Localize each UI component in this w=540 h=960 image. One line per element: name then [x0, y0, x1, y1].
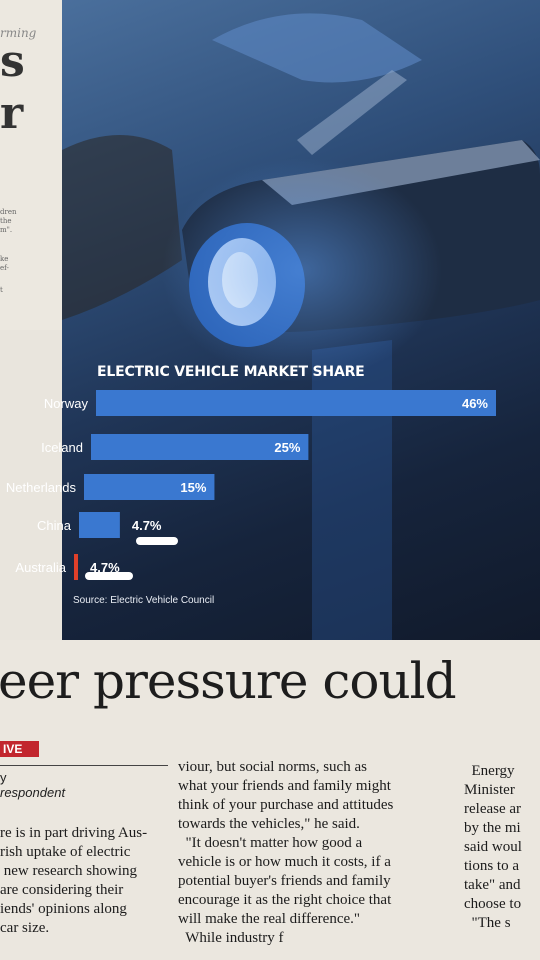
byline-line: y — [0, 770, 7, 785]
article-text-line: potential buyer's friends and family — [178, 873, 391, 889]
article-text-line: viour, but social norms, such as — [178, 759, 367, 775]
article-text-line: While industry f — [178, 930, 284, 946]
category-label: China — [37, 518, 72, 533]
value-label: 15% — [180, 480, 206, 495]
adjacent-headline-letter: r — [0, 88, 24, 139]
category-label: Australia — [15, 560, 66, 575]
article-text-line: encourage it as the right choice that — [178, 892, 392, 908]
article-text-line: new research showing — [0, 863, 138, 879]
byline: y respondent — [0, 770, 65, 800]
bar-norway — [96, 390, 496, 416]
pen-underline-mark — [136, 537, 178, 545]
adjacent-headline-letter: s — [0, 36, 25, 87]
article-text-line: what your friends and family might — [178, 778, 391, 794]
article-text-line: choose to — [464, 896, 522, 912]
article-text-line: re is in part driving Aus- — [0, 825, 148, 841]
value-label: 4.7% — [132, 518, 162, 533]
market-share-chart: Norway 46% Iceland 25% Netherlands 15% China 4.… — [0, 360, 540, 620]
article-text-line: Energy — [464, 763, 515, 779]
article-text-line: "The s — [464, 915, 511, 931]
chart-source: Source: Electric Vehicle Council — [73, 595, 215, 606]
adjacent-text-fragment: dren — [0, 208, 17, 216]
adjacent-article-column: rming s r dren the m". ke ef- t — [0, 0, 70, 330]
article-area — [0, 640, 540, 960]
adjacent-text-fragment: the — [0, 217, 12, 225]
article-text-line: Minister — [464, 782, 515, 798]
value-label: 46% — [462, 396, 488, 411]
value-label: 4.7% — [90, 560, 120, 575]
photo-glow — [62, 0, 540, 640]
article-text-line: car size. — [0, 920, 50, 936]
adjacent-text-fragment: m". — [0, 226, 13, 234]
category-label: Iceland — [41, 440, 83, 455]
article-text-line: think of your purchase and attitudes — [178, 797, 394, 813]
bar-iceland — [91, 434, 309, 460]
article-text-line: by the mi — [464, 820, 521, 836]
ev-charger-photo — [62, 0, 540, 640]
article-text-line: tions to a — [464, 858, 519, 874]
article-column-2: viour, but social norms, such as what you… — [178, 758, 393, 948]
byline-line: respondent — [0, 785, 66, 800]
adjacent-kicker: rming — [0, 26, 37, 40]
section-tag: IVE — [0, 741, 39, 757]
chart-title: ELECTRIC VEHICLE MARKET SHARE — [97, 364, 365, 380]
category-label: Netherlands — [6, 480, 77, 495]
article-text-line: are considering their — [0, 882, 124, 898]
category-label: Norway — [44, 396, 89, 411]
adjacent-text-fragment: t — [0, 286, 3, 294]
article-column-1: re is in part driving Aus-rish uptake of… — [0, 824, 147, 938]
byline-divider — [0, 765, 168, 766]
article-text-line: release ar — [464, 801, 522, 817]
article-text-line: "It doesn't matter how good a — [178, 835, 363, 851]
adjacent-text-fragment: ef- — [0, 264, 9, 272]
value-label: 25% — [274, 440, 300, 455]
bar-china — [79, 512, 120, 538]
bar-australia — [74, 554, 78, 580]
article-text-line: said woul — [464, 839, 522, 855]
bar-chart-canvas: Norway 46% Iceland 25% Netherlands 15% China 4.… — [6, 390, 496, 580]
article-text-line: towards the vehicles," he said. — [178, 816, 360, 832]
article-text-line: rish uptake of electric — [0, 844, 131, 860]
article-text-line: take" and — [464, 877, 521, 893]
article-headline: eer pressure could — [0, 652, 457, 710]
article-text-line: iends' opinions along — [0, 901, 127, 917]
pen-underline-mark — [85, 572, 133, 580]
bar-netherlands — [84, 474, 215, 500]
adjacent-text-fragment: ke — [0, 255, 9, 263]
article-text-line: vehicle is or how much it costs, if a — [178, 854, 391, 870]
article-text-line: will make the real difference." — [178, 911, 361, 927]
article-column-3: Energy Minister release ar by the mi said wo… — [464, 762, 522, 933]
